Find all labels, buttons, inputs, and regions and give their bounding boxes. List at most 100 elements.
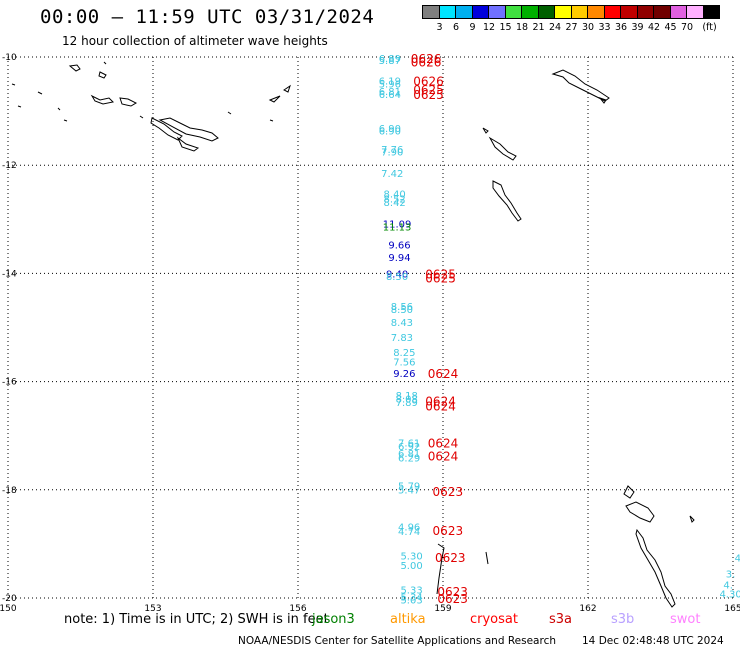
wave-height-value: 7.61 xyxy=(398,439,420,450)
wave-height-value: 6.29 xyxy=(398,453,420,464)
wave-height-value: 6.92 xyxy=(398,442,420,453)
color-legend-label: 70 xyxy=(680,22,694,33)
wave-height-value: 5.79 xyxy=(398,481,420,492)
pass-number: 0625 xyxy=(425,267,456,281)
color-legend-label: 21 xyxy=(532,22,545,33)
wave-height-value: 3. xyxy=(726,570,736,581)
lat-tick-label: -12 xyxy=(2,161,17,171)
color-legend-label: 6 xyxy=(452,22,460,33)
wave-height-value: 5.30 xyxy=(400,551,422,562)
wave-height-value: 4.96 xyxy=(398,523,420,534)
satellite-legend-cryosat: cryosat xyxy=(470,612,518,627)
wave-height-value: 6.81 xyxy=(398,449,420,460)
wave-height-value: 7.89 xyxy=(396,398,418,409)
wave-height-value: 4. xyxy=(723,580,733,591)
wave-height-value: 8.50 xyxy=(391,305,413,316)
wave-height-value: 6.81 xyxy=(379,87,401,98)
wave-height-value: 5.34 xyxy=(400,592,422,603)
credit-line: NOAA/NESDIS Center for Satellite Applica… xyxy=(238,635,556,647)
pass-number: 0624 xyxy=(425,399,456,413)
lon-tick-label: 153 xyxy=(144,604,161,614)
pass-number: 0624 xyxy=(428,367,459,381)
coastline-small-islands-west xyxy=(11,61,274,122)
coastline-reef-islands xyxy=(492,180,522,222)
wave-height-value: 9.66 xyxy=(388,241,410,252)
lon-tick-label: 165 xyxy=(724,604,740,614)
wave-height-value: 8.43 xyxy=(391,318,413,329)
wave-height-value: 8.50 xyxy=(386,272,408,283)
pass-number: 0626 xyxy=(411,55,442,69)
axis-tick-labels: 150 153 156 159 162 165 -10 -12 -14 -16 -18 -20 xyxy=(0,53,740,614)
wave-height-value: 8.56 xyxy=(391,302,413,313)
wave-height-value: 9.26 xyxy=(393,369,415,380)
coastline-rennell xyxy=(482,127,517,161)
lon-tick-label: 150 xyxy=(0,604,17,614)
coastline-new-caledonia-north xyxy=(436,485,695,608)
pass-number: 0625 xyxy=(413,83,444,97)
satellite-legend-s3b: s3b xyxy=(611,612,635,627)
pass-number: 0624 xyxy=(428,450,459,464)
color-legend-label: 18 xyxy=(515,22,529,33)
wave-height-value: 8.52 xyxy=(384,195,406,206)
wave-height-value: 7.83 xyxy=(391,333,413,344)
pass-number: 0625 xyxy=(425,272,456,286)
pass-number: 0623 xyxy=(435,551,466,565)
wave-height-value: 4.30 xyxy=(719,590,740,601)
wave-height-value: 9.40 xyxy=(386,269,408,280)
color-legend-label: 12 xyxy=(482,22,496,33)
pass-number: 0626 xyxy=(411,52,442,66)
wave-height-value: 9.94 xyxy=(388,253,410,264)
lon-tick-label: 162 xyxy=(579,604,596,614)
color-legend-label: 39 xyxy=(631,22,644,33)
coastline-bougainville xyxy=(68,64,291,152)
pass-number: 0624 xyxy=(425,395,456,409)
wave-height-value: 6.64 xyxy=(379,90,401,101)
wave-height-value: 8.18 xyxy=(396,391,418,402)
wave-height-observations: 6.895.876.195.966.816.646.906.907.767.90… xyxy=(379,54,740,607)
map-title: 00:00 – 11:59 UTC 03/31/2024 xyxy=(40,6,375,28)
wave-height-value: 11.09 xyxy=(383,220,412,231)
color-legend-label: (ft) xyxy=(702,22,717,33)
color-legend-label: 30 xyxy=(581,22,595,33)
wave-height-value: 7.42 xyxy=(381,169,403,180)
color-legend xyxy=(422,5,720,19)
wave-height-value: 5.47 xyxy=(398,485,420,496)
pass-number: 0623 xyxy=(437,585,468,599)
wave-height-value: 6.90 xyxy=(379,127,401,138)
color-legend-swatch xyxy=(702,5,720,19)
lat-tick-label: -14 xyxy=(2,269,17,279)
wave-height-value: 8.25 xyxy=(393,348,415,359)
map-subtitle: 12 hour collection of altimeter wave hei… xyxy=(62,34,328,48)
footnote: note: 1) Time is in UTC; 2) SWH is in fe… xyxy=(64,612,329,627)
pass-number: 0625 xyxy=(413,88,444,102)
lat-tick-label: -16 xyxy=(2,378,17,388)
lat-tick-label: -10 xyxy=(2,53,17,63)
pass-number: 0623 xyxy=(433,524,464,538)
wave-height-value: 5.33 xyxy=(400,585,422,596)
color-legend-label: 42 xyxy=(647,22,661,33)
satellite-legend-jason3: jason3 xyxy=(312,612,355,627)
color-legend-label: 45 xyxy=(664,22,677,33)
wave-height-value: 5.96 xyxy=(379,80,401,91)
wave-height-value: 6.89 xyxy=(379,54,401,65)
color-legend-label: 27 xyxy=(565,22,578,33)
pass-number: 0623 xyxy=(433,485,464,499)
wave-height-value: 7.76 xyxy=(381,145,403,156)
color-legend-label: 33 xyxy=(598,22,611,33)
wave-height-value: 5.00 xyxy=(400,561,422,572)
satellite-legend-altika: altika xyxy=(390,612,426,627)
color-legend-labels: 3 6 9 12 15 18 21 24 27 30 33 36 39 42 45 70 (ft) xyxy=(422,22,740,34)
wave-height-value: 8.42 xyxy=(384,198,406,209)
generated-timestamp: 14 Dec 02:48:48 UTC 2024 xyxy=(582,635,724,647)
pass-number: 0626 xyxy=(413,74,444,88)
wave-height-value: 11.13 xyxy=(383,222,412,233)
lat-tick-label: -18 xyxy=(2,486,17,496)
pass-number-labels: 0626062606260625062506250625062406240624… xyxy=(411,52,468,606)
satellite-legend-swot: swot xyxy=(670,612,701,627)
color-legend-label: 3 xyxy=(436,22,443,33)
wave-height-value: 5.87 xyxy=(379,56,401,67)
lat-lon-grid xyxy=(7,56,734,599)
lon-tick-label: 156 xyxy=(289,604,306,614)
color-legend-label: 9 xyxy=(469,22,476,33)
